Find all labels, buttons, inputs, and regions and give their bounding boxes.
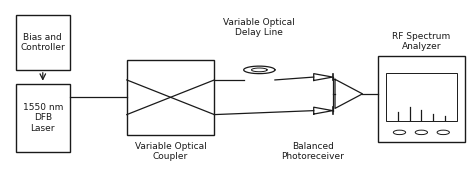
Text: Variable Optical
Coupler: Variable Optical Coupler bbox=[135, 142, 207, 161]
Text: 1550 nm
DFB
Laser: 1550 nm DFB Laser bbox=[22, 103, 63, 133]
Text: Bias and
Controller: Bias and Controller bbox=[20, 33, 65, 52]
Bar bbox=[127, 60, 214, 135]
Text: RF Spectrum
Analyzer: RF Spectrum Analyzer bbox=[392, 32, 450, 51]
Bar bbox=[16, 84, 70, 152]
Text: Balanced
Photoreceiver: Balanced Photoreceiver bbox=[281, 142, 344, 161]
Bar bbox=[16, 15, 70, 70]
Bar bbox=[377, 56, 465, 142]
Text: Variable Optical
Delay Line: Variable Optical Delay Line bbox=[223, 18, 295, 37]
Bar bbox=[386, 73, 456, 121]
